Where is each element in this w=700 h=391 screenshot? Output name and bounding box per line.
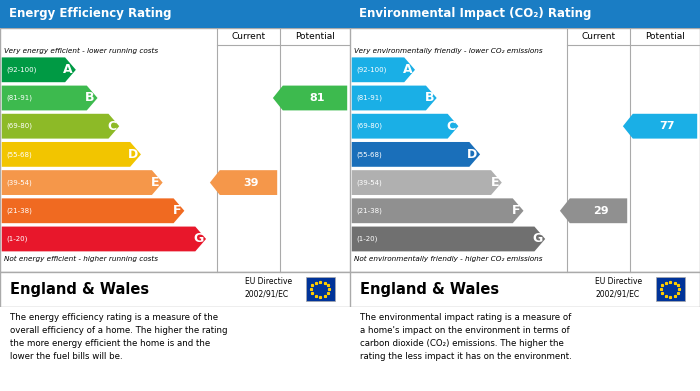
Text: E: E: [151, 176, 160, 189]
Text: (69-80): (69-80): [356, 123, 382, 129]
Text: The energy efficiency rating is a measure of the
overall efficiency of a home. T: The energy efficiency rating is a measur…: [10, 313, 228, 361]
Polygon shape: [210, 170, 277, 195]
Text: A: A: [64, 63, 73, 76]
Bar: [0, 28, 350, 272]
Polygon shape: [351, 142, 480, 167]
Text: G: G: [532, 233, 542, 246]
Text: EU Directive
2002/91/EC: EU Directive 2002/91/EC: [245, 277, 292, 298]
Polygon shape: [351, 57, 415, 82]
Polygon shape: [351, 170, 502, 195]
Text: C: C: [107, 120, 116, 133]
Text: Current: Current: [232, 32, 265, 41]
Text: Very energy efficient - lower running costs: Very energy efficient - lower running co…: [4, 48, 158, 54]
Text: F: F: [512, 204, 521, 217]
Text: (92-100): (92-100): [6, 66, 36, 73]
Text: B: B: [424, 91, 434, 104]
Text: D: D: [128, 148, 138, 161]
Text: (39-54): (39-54): [6, 179, 32, 186]
Text: (21-38): (21-38): [6, 208, 32, 214]
Polygon shape: [273, 86, 347, 110]
Polygon shape: [351, 198, 524, 223]
Text: (69-80): (69-80): [6, 123, 32, 129]
Text: C: C: [447, 120, 456, 133]
Bar: [0, 272, 350, 307]
Text: G: G: [193, 233, 203, 246]
Text: 29: 29: [593, 206, 608, 216]
Text: (92-100): (92-100): [356, 66, 386, 73]
Text: (55-68): (55-68): [6, 151, 32, 158]
Text: Energy Efficiency Rating: Energy Efficiency Rating: [8, 7, 172, 20]
Text: Potential: Potential: [645, 32, 685, 41]
Text: (39-54): (39-54): [356, 179, 382, 186]
Bar: [350, 272, 700, 307]
Text: Not energy efficient - higher running costs: Not energy efficient - higher running co…: [4, 256, 158, 262]
Text: F: F: [173, 204, 181, 217]
Text: 39: 39: [243, 178, 258, 188]
Text: The environmental impact rating is a measure of
a home's impact on the environme: The environmental impact rating is a mea…: [360, 313, 573, 361]
Polygon shape: [1, 226, 206, 251]
Text: Potential: Potential: [295, 32, 335, 41]
Bar: [350, 28, 700, 272]
Polygon shape: [623, 114, 697, 138]
Polygon shape: [1, 114, 119, 138]
Text: A: A: [402, 63, 412, 76]
Text: Current: Current: [582, 32, 615, 41]
Bar: [656, 277, 685, 301]
Polygon shape: [1, 57, 76, 82]
Text: (1-20): (1-20): [356, 236, 378, 242]
Text: (81-91): (81-91): [6, 95, 32, 101]
Bar: [0, 0, 350, 28]
Text: Very environmentally friendly - lower CO₂ emissions: Very environmentally friendly - lower CO…: [354, 48, 542, 54]
Text: 81: 81: [309, 93, 325, 103]
Polygon shape: [1, 86, 97, 110]
Text: EU Directive
2002/91/EC: EU Directive 2002/91/EC: [595, 277, 642, 298]
Bar: [350, 0, 700, 28]
Text: (1-20): (1-20): [6, 236, 28, 242]
Text: Environmental Impact (CO₂) Rating: Environmental Impact (CO₂) Rating: [358, 7, 591, 20]
Polygon shape: [351, 114, 458, 138]
Polygon shape: [560, 198, 627, 223]
Bar: [306, 277, 335, 301]
Text: D: D: [467, 148, 477, 161]
Polygon shape: [351, 226, 545, 251]
Text: (55-68): (55-68): [356, 151, 382, 158]
Text: B: B: [85, 91, 94, 104]
Text: E: E: [491, 176, 499, 189]
Text: (81-91): (81-91): [356, 95, 382, 101]
Polygon shape: [1, 198, 184, 223]
Text: (21-38): (21-38): [356, 208, 382, 214]
Polygon shape: [1, 170, 162, 195]
Text: England & Wales: England & Wales: [10, 282, 150, 297]
Polygon shape: [1, 142, 141, 167]
Text: England & Wales: England & Wales: [360, 282, 500, 297]
Text: Not environmentally friendly - higher CO₂ emissions: Not environmentally friendly - higher CO…: [354, 256, 542, 262]
Polygon shape: [351, 86, 437, 110]
Text: 77: 77: [659, 121, 675, 131]
